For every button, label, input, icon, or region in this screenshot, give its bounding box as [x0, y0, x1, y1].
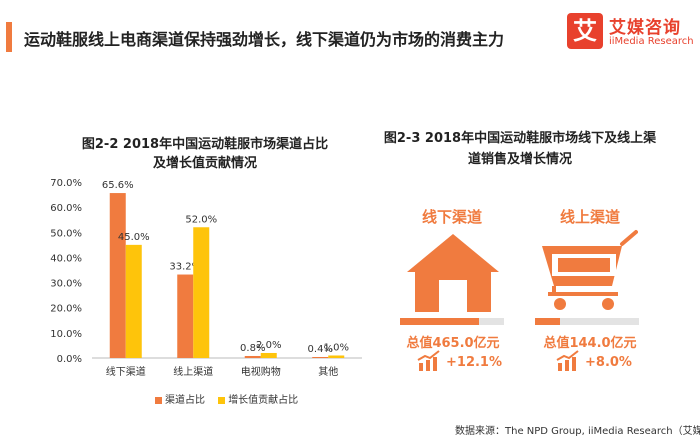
infographic-title-line2: 道销售及增长情况 — [467, 152, 572, 167]
brand-logo: 艾 艾媒咨询 iiMedia Research — [567, 13, 695, 53]
legend-label-contribution: 增长值贡献占比 — [228, 395, 299, 406]
bar-contribution — [193, 227, 210, 358]
bar-chart-title: 图2-2 2018年中国运动鞋服市场渠道占比 — [81, 137, 329, 152]
data-label: 33.2% — [169, 262, 201, 273]
bar-contribution — [328, 355, 345, 358]
y-tick-label: 40.0% — [50, 253, 82, 264]
y-tick-label: 30.0% — [50, 279, 82, 290]
shopping-cart-icon — [542, 230, 638, 310]
legend-swatch-share — [155, 396, 162, 404]
logo-mark: 艾 — [567, 13, 603, 49]
x-category-label: 其他 — [318, 365, 338, 378]
growth-chart-icon — [556, 350, 579, 371]
bar-contribution — [260, 352, 277, 358]
offline-total: 总值465.0亿元 — [406, 336, 500, 351]
x-category-label: 线下渠道 — [106, 365, 146, 378]
online-share-fill — [535, 318, 560, 325]
y-tick-label: 10.0% — [50, 329, 82, 340]
house-icon — [407, 234, 499, 312]
legend-item-contribution: 增长值贡献占比 — [218, 395, 298, 406]
source-note: 数据来源：The NPD Group, iiMedia Research（艾媒咨… — [455, 426, 700, 437]
data-label: 0.4% — [308, 344, 333, 355]
offline-share-bar — [400, 318, 504, 325]
legend-label-share: 渠道占比 — [165, 395, 205, 406]
y-tick-label: 70.0% — [50, 178, 82, 189]
data-label: 2.0% — [256, 340, 281, 351]
online-growth: +8.0% — [585, 355, 632, 370]
legend-swatch-contribution — [218, 396, 226, 404]
legend-item-share: 渠道占比 — [155, 395, 208, 406]
y-tick-label: 0.0% — [57, 354, 82, 365]
data-label: 65.6% — [102, 180, 134, 191]
x-category-label: 线上渠道 — [173, 365, 213, 378]
y-tick-label: 60.0% — [50, 203, 82, 214]
data-label: 52.0% — [185, 214, 217, 225]
data-label: 1.0% — [324, 342, 349, 353]
offline-share-fill — [400, 318, 480, 325]
accent-bar — [6, 22, 12, 52]
bar-contribution — [125, 244, 142, 358]
bar-share — [244, 355, 261, 358]
x-category-label: 电视购物 — [241, 365, 281, 378]
bar-share — [177, 274, 194, 358]
offline-channel-label: 线下渠道 — [421, 208, 482, 226]
data-label: 45.0% — [118, 232, 150, 243]
offline-growth: +12.1% — [446, 355, 502, 370]
bar-share — [312, 356, 329, 358]
data-label: 0.8% — [240, 343, 265, 354]
online-share-bar — [535, 318, 639, 325]
bar-chart-title-line2: 及增长值贡献情况 — [152, 156, 257, 171]
online-total: 总值144.0亿元 — [543, 336, 637, 351]
growth-chart-icon — [417, 350, 440, 371]
bar-share — [109, 193, 126, 358]
chart-legend: 渠道占比 增长值贡献占比 — [155, 391, 308, 406]
logo-name-cn: 艾媒咨询 — [609, 18, 681, 38]
y-tick-label: 20.0% — [50, 304, 82, 315]
infographic-title: 图2-3 2018年中国运动鞋服市场线下及线上渠 — [383, 131, 657, 146]
y-tick-label: 50.0% — [50, 228, 82, 239]
online-channel-label: 线上渠道 — [559, 208, 620, 226]
logo-name-en: iiMedia Research — [609, 36, 694, 47]
page-headline: 运动鞋服线上电商渠道保持强劲增长，线下渠道仍为市场的消费主力 — [24, 30, 505, 49]
